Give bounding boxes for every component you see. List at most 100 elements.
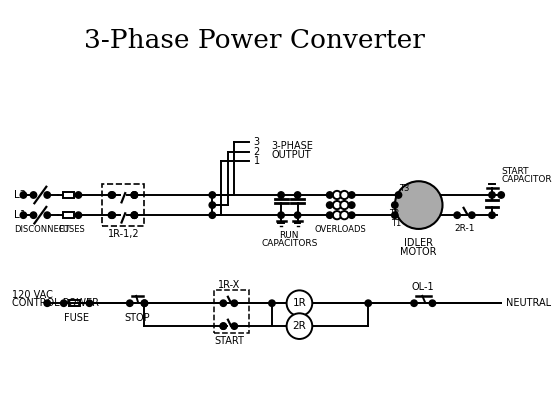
Text: 3-Phase Power Converter: 3-Phase Power Converter	[84, 28, 425, 53]
Text: 3: 3	[254, 137, 260, 147]
Text: 1R-1,2: 1R-1,2	[107, 229, 139, 239]
Text: 2R-1: 2R-1	[454, 223, 475, 232]
Text: T2: T2	[389, 209, 399, 218]
Text: OL-1: OL-1	[412, 282, 435, 292]
Circle shape	[131, 192, 138, 198]
Circle shape	[294, 192, 301, 198]
Circle shape	[209, 212, 216, 218]
Circle shape	[489, 212, 495, 218]
Circle shape	[333, 201, 341, 209]
Circle shape	[395, 192, 401, 198]
Circle shape	[340, 211, 348, 219]
Circle shape	[209, 192, 216, 198]
Circle shape	[429, 300, 436, 307]
Text: START: START	[214, 336, 244, 346]
Circle shape	[220, 323, 227, 329]
Circle shape	[30, 192, 36, 198]
Bar	[63, 212, 74, 218]
Circle shape	[60, 300, 67, 307]
Circle shape	[278, 192, 284, 198]
Circle shape	[20, 192, 27, 198]
Text: 1R: 1R	[293, 298, 306, 308]
Text: L1: L1	[14, 210, 27, 220]
Circle shape	[365, 300, 372, 307]
Text: OUTPUT: OUTPUT	[271, 150, 311, 159]
Circle shape	[333, 211, 341, 219]
Circle shape	[131, 212, 138, 218]
Circle shape	[109, 212, 116, 218]
Circle shape	[278, 212, 284, 218]
Bar	[214, 290, 249, 333]
Text: CAPACITORS: CAPACITORS	[261, 239, 317, 248]
Text: 1: 1	[254, 156, 260, 166]
Circle shape	[75, 212, 82, 218]
Circle shape	[141, 300, 148, 307]
Circle shape	[411, 300, 418, 307]
Text: MOTOR: MOTOR	[400, 247, 437, 257]
Circle shape	[86, 300, 93, 307]
Circle shape	[340, 201, 348, 209]
Text: FUSE: FUSE	[64, 313, 89, 323]
Text: START: START	[501, 166, 529, 176]
Circle shape	[348, 202, 355, 208]
Text: FUSES: FUSES	[58, 225, 85, 234]
Circle shape	[286, 290, 312, 316]
Circle shape	[44, 212, 50, 218]
Circle shape	[231, 300, 238, 307]
Circle shape	[294, 212, 301, 218]
Text: 1R-X: 1R-X	[218, 280, 240, 290]
Circle shape	[44, 300, 50, 307]
Text: L2: L2	[14, 190, 27, 200]
Circle shape	[326, 202, 333, 208]
Circle shape	[340, 191, 348, 199]
Text: 2R: 2R	[293, 321, 306, 331]
Circle shape	[108, 192, 114, 198]
Text: NEUTRAL: NEUTRAL	[506, 298, 551, 308]
Circle shape	[131, 212, 138, 218]
Text: T3: T3	[399, 184, 409, 193]
Text: OVERLOADS: OVERLOADS	[315, 225, 367, 234]
Circle shape	[326, 192, 333, 198]
Circle shape	[44, 192, 50, 198]
Circle shape	[269, 300, 275, 307]
Circle shape	[109, 192, 116, 198]
Bar	[63, 192, 74, 198]
Bar	[102, 184, 144, 226]
Circle shape	[75, 192, 82, 198]
Text: 120 VAC: 120 VAC	[12, 290, 53, 300]
Text: T1: T1	[390, 219, 401, 228]
Text: RUN: RUN	[280, 231, 299, 240]
Circle shape	[498, 192, 504, 198]
Circle shape	[489, 192, 495, 198]
Circle shape	[326, 212, 333, 218]
Text: CAPACITOR: CAPACITOR	[501, 175, 552, 184]
Circle shape	[220, 300, 227, 307]
Text: IDLER: IDLER	[404, 238, 433, 248]
Circle shape	[454, 212, 461, 218]
Circle shape	[286, 313, 312, 339]
Circle shape	[395, 181, 442, 229]
Circle shape	[220, 323, 227, 329]
Circle shape	[30, 212, 36, 218]
Circle shape	[20, 212, 27, 218]
Circle shape	[231, 323, 238, 329]
Circle shape	[131, 192, 138, 198]
Circle shape	[333, 191, 341, 199]
Circle shape	[131, 212, 138, 218]
Text: STOP: STOP	[124, 313, 150, 323]
Bar	[69, 300, 80, 307]
Circle shape	[209, 202, 216, 208]
Circle shape	[131, 192, 138, 198]
Circle shape	[141, 300, 148, 307]
Circle shape	[392, 202, 398, 208]
Circle shape	[108, 212, 114, 218]
Text: 2: 2	[254, 147, 260, 157]
Circle shape	[127, 300, 133, 307]
Text: 3-PHASE: 3-PHASE	[271, 141, 313, 151]
Circle shape	[392, 212, 398, 218]
Circle shape	[468, 212, 475, 218]
Circle shape	[348, 212, 355, 218]
Circle shape	[348, 192, 355, 198]
Text: DISCONNECT: DISCONNECT	[14, 225, 70, 234]
Text: CONTROL POWER: CONTROL POWER	[12, 298, 100, 308]
